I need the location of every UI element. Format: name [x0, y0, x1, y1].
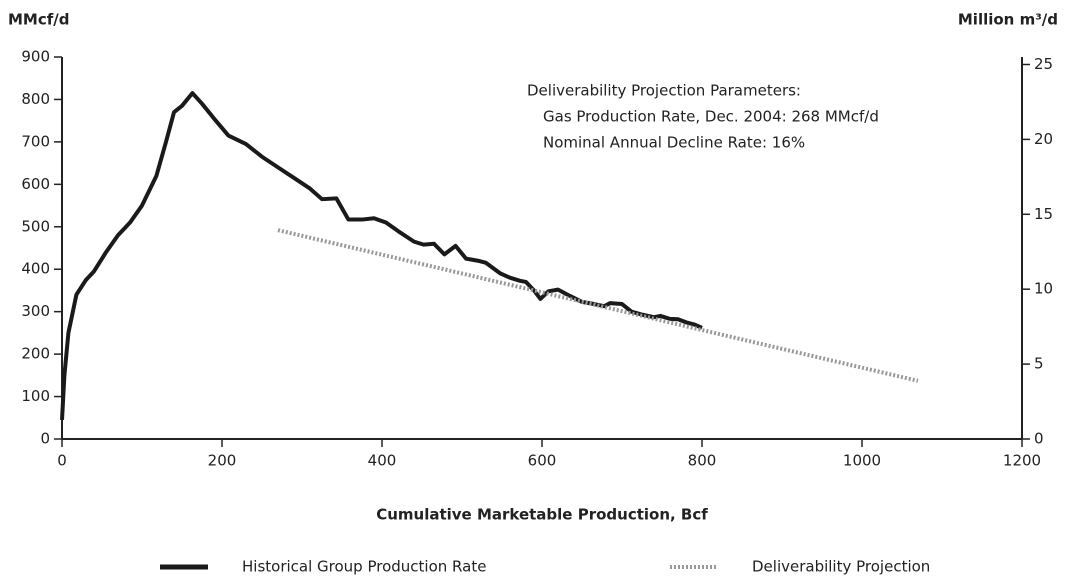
series-line	[277, 228, 919, 383]
y-tick-label: 0	[40, 430, 50, 448]
y2-tick-label: 15	[1034, 205, 1053, 223]
y-tick-label: 100	[21, 387, 50, 405]
x-tick-label: 0	[57, 452, 67, 470]
x-tick-label: 1000	[843, 452, 881, 470]
series-line	[60, 91, 703, 421]
y-tick-label: 700	[21, 132, 50, 150]
y2-tick-label: 0	[1034, 430, 1044, 448]
y-tick-label: 600	[21, 175, 50, 193]
x-tick-label: 400	[368, 452, 397, 470]
y-tick-label: 500	[21, 217, 50, 235]
x-tick-label: 600	[528, 452, 557, 470]
y2-tick-label: 5	[1034, 355, 1044, 373]
y-tick-label: 800	[21, 90, 50, 108]
annotation: Gas Production Rate, Dec. 2004: 268 MMcf…	[543, 108, 879, 126]
x-tick-label: 200	[208, 452, 237, 470]
x-axis-label: Cumulative Marketable Production, Bcf	[376, 506, 708, 524]
y-axis-label: MMcf/d	[8, 11, 70, 29]
y2-tick-label: 20	[1034, 130, 1053, 148]
y-tick-label: 400	[21, 260, 50, 278]
legend-label: Deliverability Projection	[752, 558, 930, 576]
y2-axis-label: Million m³/d	[958, 11, 1058, 29]
y2-tick-label: 10	[1034, 280, 1053, 298]
y2-tick-label: 25	[1034, 55, 1053, 73]
y-tick-label: 200	[21, 345, 50, 363]
y-tick-label: 900	[21, 48, 50, 66]
x-tick-label: 800	[688, 452, 717, 470]
y-tick-label: 300	[21, 302, 50, 320]
legend-label: Historical Group Production Rate	[242, 558, 486, 576]
annotation: Deliverability Projection Parameters:	[527, 82, 801, 100]
x-tick-label: 1200	[1003, 452, 1041, 470]
annotation: Nominal Annual Decline Rate: 16%	[543, 134, 805, 152]
